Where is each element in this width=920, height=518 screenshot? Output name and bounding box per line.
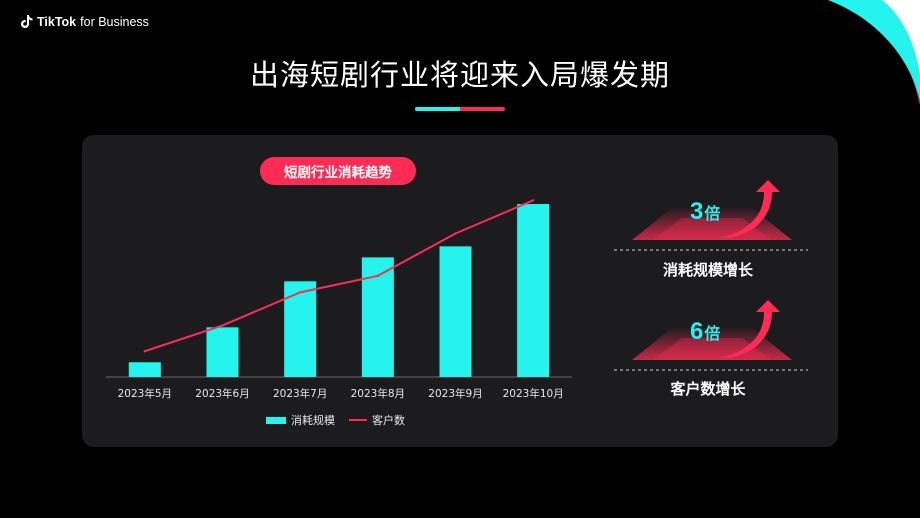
line-point-2 (221, 324, 224, 327)
bar-2 (206, 327, 239, 377)
bar-6 (517, 204, 550, 377)
x-tick-label-1: 2023年5月 (118, 387, 172, 400)
brand-name: TikTok (37, 14, 77, 29)
line-series-customers (144, 199, 534, 353)
legend-swatch-bar (266, 416, 286, 424)
arrow-up-icon (720, 300, 780, 358)
stat-label-1: 消耗规模增长 (662, 261, 753, 279)
chart-legend: 消耗规模 客户数 (266, 412, 405, 428)
tiktok-business-logo: TikTok for Business (20, 14, 149, 29)
line-point-3 (298, 291, 302, 294)
x-tick-label-5: 2023年9月 (428, 387, 482, 400)
stat-decoration-2 (614, 300, 808, 371)
line-point-6 (531, 199, 535, 202)
chart-title-badge: 短剧行业消耗趋势 (260, 157, 416, 185)
stat-number-1: 3 (690, 198, 704, 225)
bar-3 (284, 281, 317, 377)
bar-5 (439, 246, 472, 377)
line-point-5 (454, 232, 457, 235)
x-tick-label-3: 2023年7月 (273, 387, 327, 400)
corner-decoration (828, 0, 920, 105)
line-point-1 (143, 350, 147, 353)
legend-item-bar: 消耗规模 (266, 412, 335, 428)
stat-number-2: 6 (690, 318, 704, 345)
title-underline (415, 107, 505, 111)
legend-item-line: 客户数 (349, 412, 405, 428)
legend-label-bar: 消耗规模 (291, 414, 335, 427)
bar-1 (128, 362, 161, 377)
brand-tagline: for Business (80, 14, 149, 29)
page-title: 出海短剧行业将迎来入局爆发期 (249, 58, 670, 92)
line-point-4 (376, 274, 380, 277)
stat-label-2: 客户数增长 (670, 380, 746, 398)
legend-label-line: 客户数 (372, 414, 405, 427)
x-tick-label-6: 2023年10月 (503, 387, 564, 400)
arrow-up-icon (720, 180, 780, 238)
stat-unit-1: 倍 (704, 204, 721, 223)
legend-swatch-line (349, 419, 367, 421)
tiktok-note-icon (21, 15, 33, 28)
x-tick-label-4: 2023年8月 (351, 387, 405, 400)
x-tick-label-2: 2023年6月 (195, 387, 249, 400)
stat-unit-2: 倍 (704, 324, 721, 343)
stat-decoration-1 (614, 180, 808, 251)
